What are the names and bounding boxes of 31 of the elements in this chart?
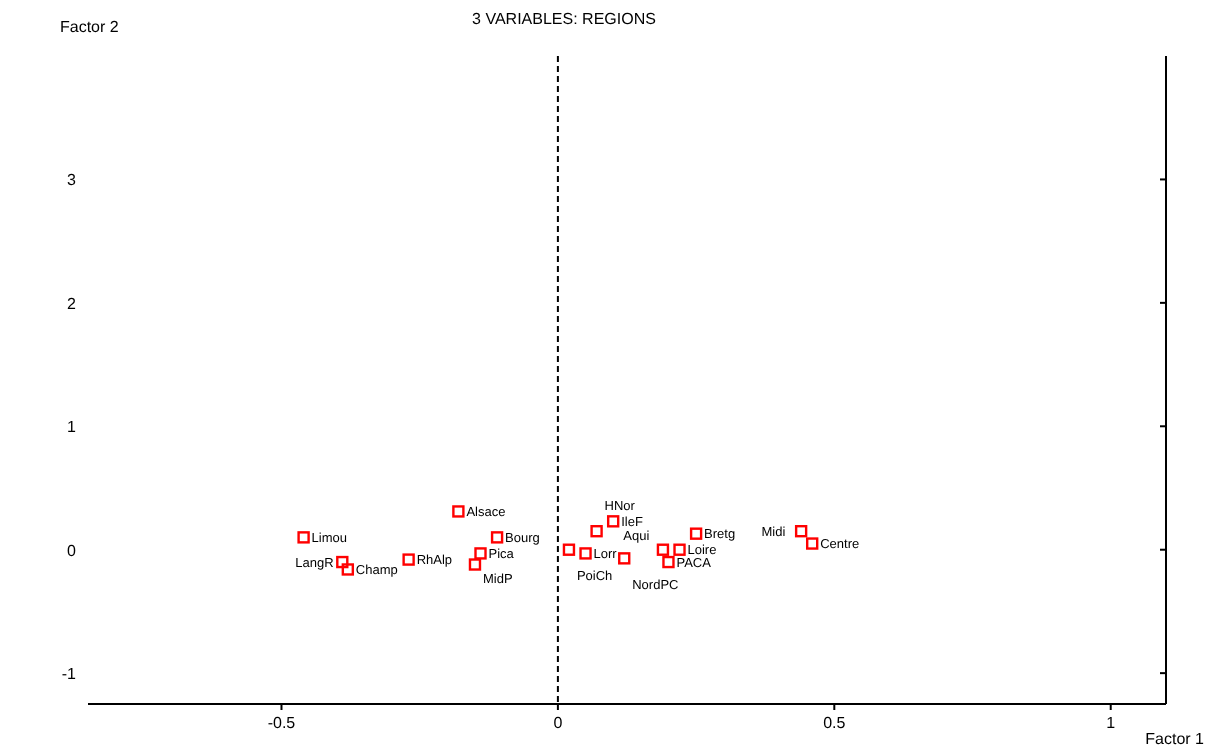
point [402, 553, 415, 566]
x-tick-label: 0 [553, 714, 564, 732]
y-axis-title: Factor 2 [60, 18, 120, 36]
point [562, 543, 576, 556]
point [689, 527, 703, 540]
x-tick-label: -0.5 [267, 714, 297, 732]
y-tick-label: 1 [67, 418, 78, 437]
point [474, 547, 487, 560]
point [452, 505, 465, 518]
y-tick-label: 2 [67, 294, 78, 313]
point [656, 543, 670, 556]
chart-title: 3 VARIABLES: REGIONS [472, 10, 656, 28]
x-tick-label: 0.5 [823, 714, 847, 732]
y-tick-label: 0 [67, 541, 78, 560]
point [794, 525, 808, 538]
point [341, 563, 355, 576]
point [579, 547, 592, 560]
point [336, 555, 349, 569]
point [618, 552, 631, 565]
point [297, 531, 310, 544]
x-tick-label: 1 [1106, 714, 1117, 732]
point [662, 555, 675, 569]
point [590, 525, 603, 538]
point [805, 537, 819, 550]
point [490, 531, 504, 544]
y-tick-label: 3 [67, 171, 78, 190]
x-axis-title: Factor 1 [1145, 730, 1206, 748]
point [606, 515, 620, 528]
point [468, 558, 482, 571]
point [673, 543, 686, 556]
y-tick-label: -1 [61, 665, 78, 684]
